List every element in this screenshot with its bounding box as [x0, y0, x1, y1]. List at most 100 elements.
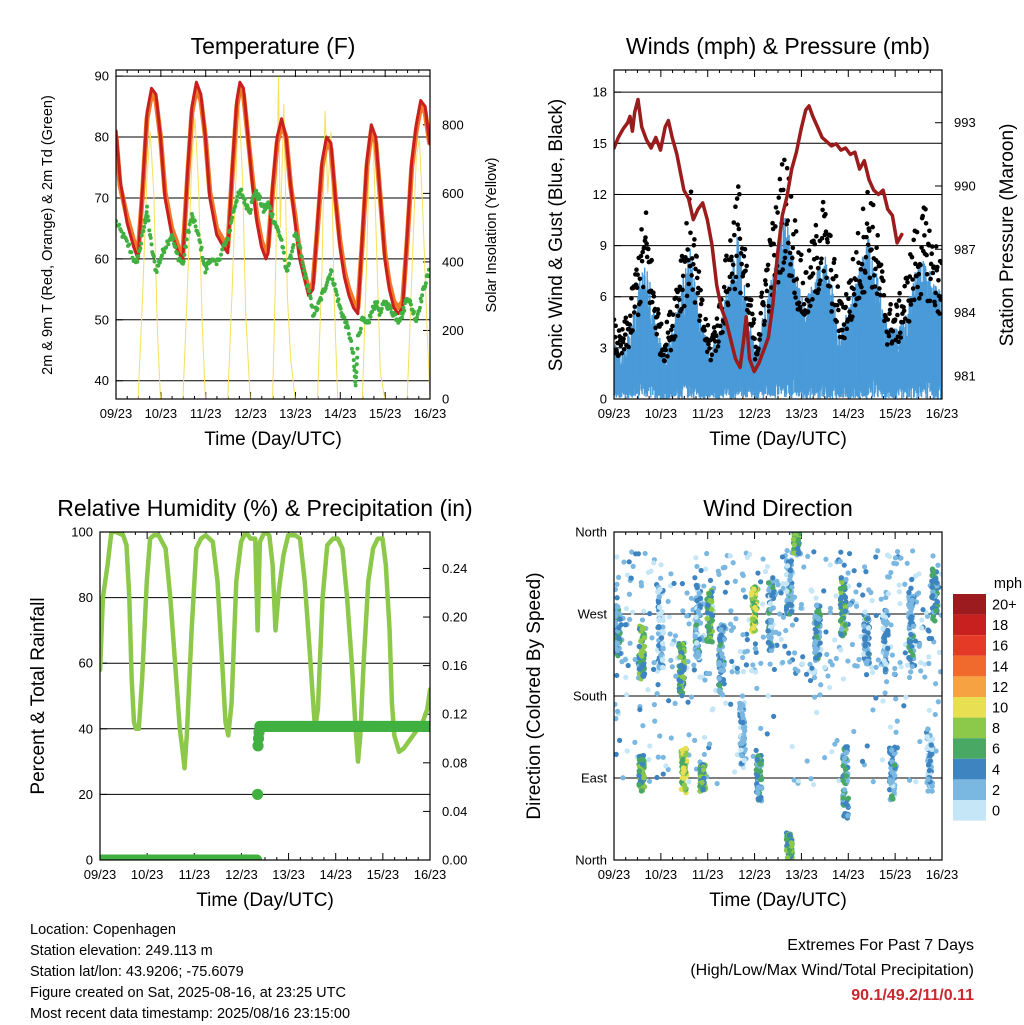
direction-point	[865, 658, 870, 663]
wind-gust-point	[708, 358, 713, 363]
wind-gust-point	[689, 189, 694, 194]
direction-point	[770, 585, 775, 590]
direction-point	[897, 601, 902, 606]
direction-point	[715, 781, 720, 786]
dewpoint-point	[393, 313, 397, 317]
dewpoint-point	[249, 208, 253, 212]
direction-point	[660, 641, 665, 646]
wind-gust-point	[703, 317, 708, 322]
wind-gust-point	[695, 276, 700, 281]
wind-gust-point	[662, 359, 667, 364]
y-tick-label: 9	[600, 238, 607, 253]
wind-gust-point	[804, 270, 809, 275]
direction-point	[706, 623, 711, 628]
direction-point	[728, 608, 733, 613]
direction-point	[658, 562, 663, 567]
direction-point	[842, 755, 847, 760]
y-axis-label: Direction (Colored By Speed)	[524, 572, 545, 819]
y2-tick-label: 800	[442, 117, 464, 132]
wind-gust-point	[758, 311, 763, 316]
wind-gust-point	[871, 203, 876, 208]
wind-gust-point	[694, 254, 699, 259]
direction-point	[743, 594, 748, 599]
x-axis-label: Time (Day/UTC)	[196, 890, 334, 911]
wind-gust-point	[633, 304, 638, 309]
direction-point	[865, 651, 870, 656]
direction-point	[769, 593, 774, 598]
direction-point	[685, 700, 690, 705]
direction-point	[910, 548, 915, 553]
direction-point	[680, 674, 685, 679]
wind-gust-point	[783, 256, 788, 261]
y-tick-label: 6	[600, 289, 607, 304]
wind-gust-point	[836, 308, 841, 313]
wind-gust-point	[797, 300, 802, 305]
x-axis-label: Time (Day/UTC)	[709, 429, 847, 450]
wind-gust-point	[916, 272, 921, 277]
direction-point	[792, 526, 797, 531]
direction-point	[681, 775, 686, 780]
wind-gust-point	[824, 275, 829, 280]
direction-point	[840, 778, 845, 783]
x-tick-label: 16/23	[926, 867, 959, 882]
wind-gust-point	[793, 218, 798, 223]
direction-point	[856, 657, 861, 662]
direction-point	[615, 709, 620, 714]
direction-point	[909, 614, 914, 619]
direction-point	[897, 589, 902, 594]
wind-gust-point	[635, 272, 640, 277]
dewpoint-point	[147, 228, 151, 232]
direction-point	[702, 735, 707, 740]
wind-gust-point	[734, 254, 739, 259]
y-tick-label: 100	[71, 525, 93, 540]
direction-point	[639, 653, 644, 658]
direction-point	[636, 773, 641, 778]
direction-point	[699, 780, 704, 785]
direction-point	[907, 639, 912, 644]
direction-point	[631, 564, 636, 569]
wind-gust-point	[915, 285, 920, 290]
x-tick-label: 09/23	[84, 867, 117, 882]
wind-gust-point	[850, 314, 855, 319]
direction-point	[839, 575, 844, 580]
direction-point	[646, 570, 651, 575]
direction-point	[873, 554, 878, 559]
direction-point	[728, 553, 733, 558]
direction-point	[873, 695, 878, 700]
y-tick-label: West	[578, 607, 608, 622]
direction-point	[614, 554, 619, 559]
wind-gust-point	[854, 250, 859, 255]
direction-point	[740, 571, 745, 576]
direction-point	[925, 627, 930, 632]
direction-point	[625, 748, 630, 753]
direction-point	[863, 569, 868, 574]
direction-point	[866, 616, 871, 621]
direction-point	[728, 702, 733, 707]
direction-point	[649, 635, 654, 640]
direction-point	[740, 632, 745, 637]
wind-gust-point	[661, 353, 666, 358]
direction-point	[641, 775, 646, 780]
direction-point	[772, 667, 777, 672]
y2-tick-label: 400	[442, 254, 464, 269]
direction-point	[627, 559, 632, 564]
dewpoint-point	[289, 256, 293, 260]
dewpoint-point	[175, 251, 179, 255]
plot-frame	[100, 532, 430, 860]
dewpoint-point	[227, 237, 231, 241]
wind-gust-point	[807, 248, 812, 253]
dewpoint-point	[339, 307, 343, 311]
direction-point	[680, 757, 685, 762]
wind-gust-point	[675, 304, 680, 309]
direction-point	[937, 650, 942, 655]
direction-point	[903, 695, 908, 700]
x-tick-label: 15/23	[367, 867, 400, 882]
y-tick-label: 40	[95, 373, 109, 388]
x-tick-label: 12/23	[225, 867, 258, 882]
direction-point	[850, 642, 855, 647]
direction-point	[686, 621, 691, 626]
direction-point	[615, 595, 620, 600]
direction-point	[632, 740, 637, 745]
wind-gust-point	[851, 257, 856, 262]
